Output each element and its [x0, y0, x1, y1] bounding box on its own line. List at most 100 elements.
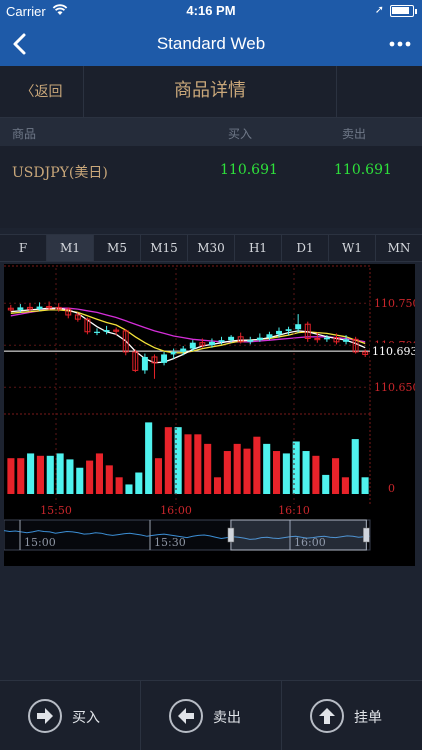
candle-body [352, 338, 359, 353]
location-arrow-icon: ➚ [374, 4, 384, 16]
more-dots-icon[interactable] [388, 32, 412, 56]
volume-bar [66, 459, 74, 494]
candle-body [17, 307, 24, 310]
status-time: 4:16 PM [186, 3, 236, 18]
volume-bar [292, 441, 300, 494]
candle-body [256, 337, 263, 341]
volume-bar [27, 453, 35, 494]
candle-body [151, 356, 158, 364]
candle-body [333, 337, 340, 343]
tab-timeframe-f[interactable]: F [0, 235, 47, 261]
volume-bar [272, 451, 281, 494]
tab-timeframe-m5[interactable]: M5 [94, 235, 141, 261]
pending-order-button[interactable]: 挂单 [282, 681, 422, 750]
candle-body [84, 318, 91, 333]
volume-bar [184, 434, 192, 494]
candle-body [189, 342, 196, 349]
nav-title: Standard Web [156, 34, 266, 53]
volume-bar [145, 422, 153, 494]
candle-body [46, 306, 53, 309]
candle-body [295, 324, 302, 330]
candle-body [237, 336, 244, 343]
tab-timeframe-m15[interactable]: M15 [141, 235, 188, 261]
overview-time-label: 15:30 [154, 536, 186, 549]
price-chart[interactable]: 110.750110.700110.650110.693015:5016:001… [4, 264, 415, 566]
candle-body [74, 314, 81, 320]
volume-bar [76, 467, 84, 494]
candle-body [94, 331, 100, 333]
volume-bar [233, 443, 241, 494]
overview-window[interactable] [230, 519, 367, 551]
candle-body [314, 337, 321, 341]
column-symbol: 商品 [12, 127, 37, 141]
candle-body [36, 306, 43, 310]
candle-body [218, 340, 225, 342]
volume-bar [86, 460, 94, 494]
candle-body [132, 351, 139, 371]
tab-timeframe-mn[interactable]: MN [387, 241, 411, 255]
candle-body [362, 351, 369, 355]
battery-icon [390, 5, 414, 17]
ma-line-yellow [10, 309, 366, 354]
buy-button[interactable]: 买入 [0, 681, 141, 750]
tab-timeframe-m30[interactable]: M30 [188, 235, 235, 261]
arrow-right-icon [28, 699, 62, 733]
candle-body [208, 341, 215, 346]
buy-label: 买入 [72, 710, 100, 726]
volume-bar [322, 474, 330, 494]
volume-bar [351, 439, 359, 494]
time-tick-label: 16:00 [160, 504, 192, 517]
quote-row[interactable]: USDJPY(美日) 110.691 110.691 [0, 146, 422, 228]
chart-canvas[interactable]: 110.750110.700110.650110.693015:5016:001… [4, 264, 415, 566]
tab-timeframe-d1[interactable]: D1 [282, 235, 329, 261]
tab-timeframe-w1[interactable]: W1 [329, 235, 376, 261]
volume-bar [95, 453, 104, 494]
volume-bar [204, 443, 212, 494]
overview-line [4, 530, 371, 540]
tab-timeframe-h1[interactable]: H1 [235, 235, 282, 261]
quote-ask: 110.691 [334, 162, 392, 178]
quote-table-header: 商品 买入 卖出 [0, 118, 422, 146]
candle-body [65, 308, 72, 316]
volume-bar [174, 427, 182, 494]
tab-timeframe-m1[interactable]: M1 [47, 235, 94, 261]
candle-body [113, 329, 120, 332]
volume-bar [263, 443, 271, 494]
volume-bar [17, 458, 25, 494]
overview-handle-left[interactable] [227, 527, 235, 543]
candle-body [26, 306, 33, 310]
candle-body [103, 330, 110, 332]
volume-bar [332, 458, 340, 494]
chevron-left-icon[interactable] [8, 30, 32, 58]
candle-body [199, 342, 206, 346]
volume-bar [46, 455, 54, 494]
volume-bar [253, 436, 261, 494]
volume-bar [7, 458, 15, 494]
column-bid: 买入 [228, 127, 253, 141]
ma-line-magenta [10, 307, 366, 343]
back-button[interactable]: 〈返回 [0, 66, 84, 118]
volume-bar [194, 434, 202, 494]
carrier-label: Carrier [6, 4, 46, 19]
current-price-label: 110.693 [372, 345, 415, 358]
volume-zero-label: 0 [388, 482, 395, 495]
candle-body [276, 330, 282, 335]
volume-bar [213, 477, 222, 494]
current-price-box [370, 343, 415, 359]
candle-body [285, 329, 292, 331]
candle-body [304, 323, 311, 339]
page-header: 〈返回 商品详情 [0, 66, 422, 118]
page-title: 商品详情 [174, 80, 246, 101]
wifi-icon [52, 4, 68, 15]
column-ask: 卖出 [342, 127, 367, 141]
pending-order-label: 挂单 [354, 710, 382, 726]
volume-bar [56, 453, 64, 494]
candle-body [323, 337, 330, 340]
volume-bar [125, 484, 133, 494]
candle-body [122, 330, 129, 353]
sell-button[interactable]: 卖出 [141, 681, 282, 750]
header-right-slot [336, 66, 422, 118]
arrow-left-icon [169, 699, 203, 733]
overview-handle-right[interactable] [363, 527, 370, 543]
